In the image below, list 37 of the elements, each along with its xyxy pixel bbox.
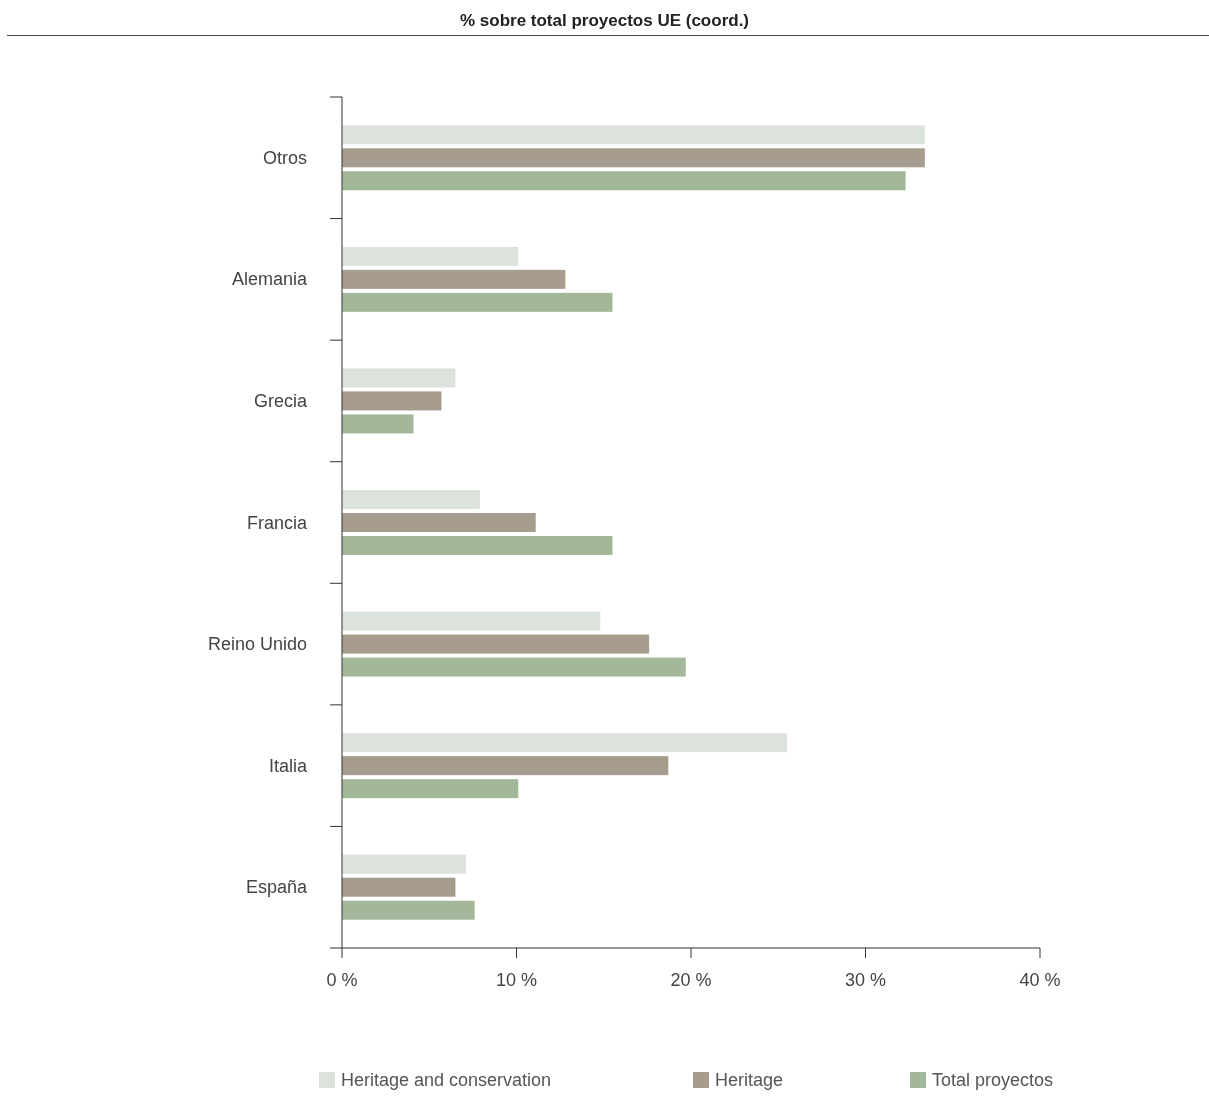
x-tick-label: 40 % (1019, 970, 1061, 990)
bar (342, 171, 906, 191)
bar (342, 513, 536, 532)
bar (342, 490, 480, 509)
y-tick-label: Italia (268, 755, 308, 776)
bar (342, 269, 566, 289)
bar (342, 900, 475, 920)
y-tick-label: Grecia (253, 390, 308, 411)
y-tick-label: Alemania (231, 269, 308, 290)
chart-title: % sobre total proyectos UE (coord.) (459, 11, 750, 30)
bar (342, 657, 686, 677)
legend-label: Heritage and conservation (341, 1070, 552, 1090)
bar (342, 148, 925, 168)
legend-label: Heritage (715, 1070, 784, 1090)
x-tick-label: 30 % (844, 970, 887, 990)
bar (342, 536, 613, 555)
legend-label: Total proyectos (932, 1070, 1054, 1090)
x-tick-label: 10 % (495, 970, 538, 990)
bar (342, 611, 601, 631)
bar (342, 391, 442, 411)
bar (342, 246, 519, 266)
bar (342, 125, 925, 145)
bar (342, 779, 519, 799)
bar (342, 756, 669, 776)
y-tick-label: Francia (246, 512, 308, 533)
y-tick-label: España (245, 877, 308, 898)
x-tick-label: 20 % (670, 970, 712, 990)
bar (342, 877, 456, 897)
bar (342, 634, 650, 654)
bar (342, 368, 456, 388)
x-tick-label: 0 % (326, 970, 358, 990)
bar (342, 292, 613, 312)
bar (342, 733, 787, 753)
y-tick-label: Otros (262, 147, 307, 168)
y-tick-label: Reino Unido (207, 634, 307, 655)
bar (342, 854, 466, 874)
bar (342, 414, 414, 434)
